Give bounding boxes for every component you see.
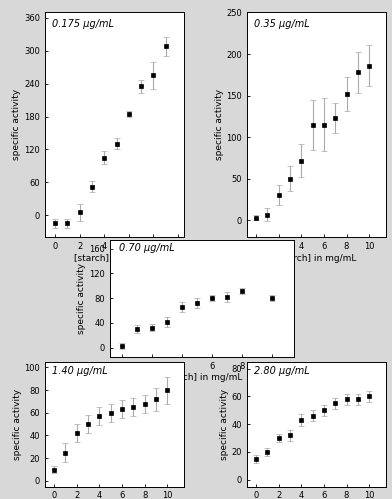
- Text: 2.80 μg/mL: 2.80 μg/mL: [254, 365, 310, 376]
- Text: 0.175 μg/mL: 0.175 μg/mL: [52, 19, 114, 29]
- Text: 0.70 μg/mL: 0.70 μg/mL: [119, 243, 174, 253]
- Y-axis label: specific activity: specific activity: [214, 89, 223, 160]
- X-axis label: [starch] in mg/mL: [starch] in mg/mL: [276, 253, 357, 262]
- Text: 0.35 μg/mL: 0.35 μg/mL: [254, 19, 310, 29]
- Y-axis label: specific activity: specific activity: [77, 262, 86, 334]
- Y-axis label: specific activity: specific activity: [13, 89, 22, 160]
- Y-axis label: specific activity: specific activity: [220, 389, 229, 460]
- X-axis label: [starch] in mg/mL: [starch] in mg/mL: [74, 253, 155, 262]
- Text: 1.40 μg/mL: 1.40 μg/mL: [52, 365, 108, 376]
- Y-axis label: specific activity: specific activity: [13, 389, 22, 460]
- X-axis label: [starch] in mg/mL: [starch] in mg/mL: [162, 373, 242, 382]
